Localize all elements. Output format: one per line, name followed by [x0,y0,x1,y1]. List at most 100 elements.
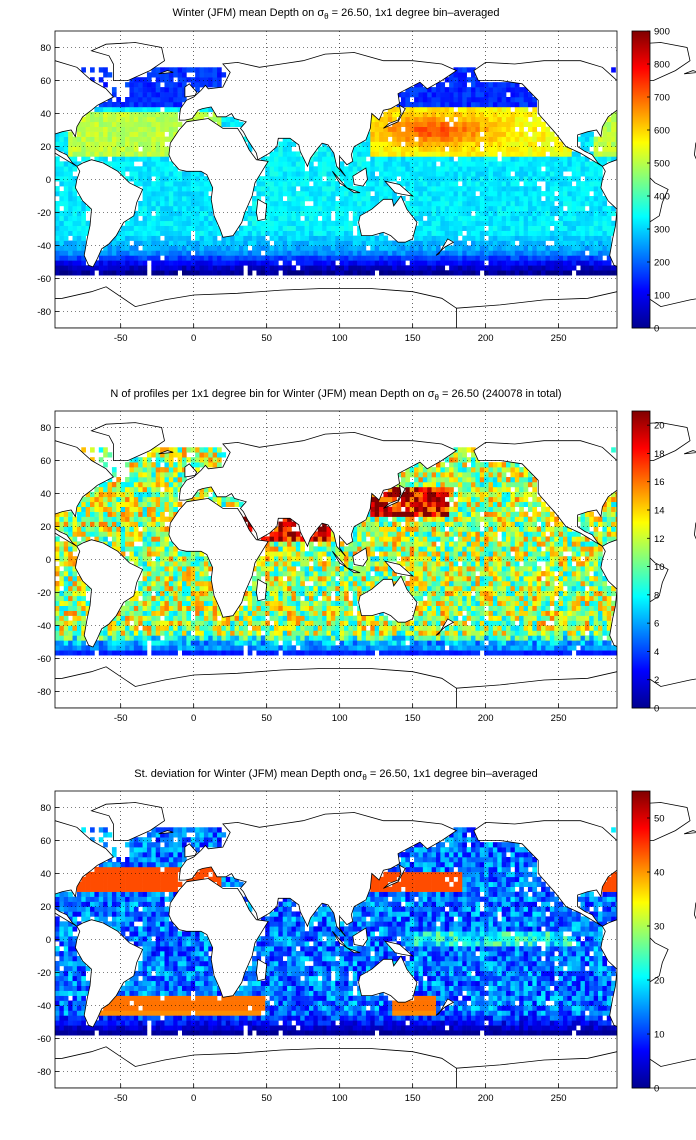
heat-cell [435,255,441,261]
heat-cell [164,245,170,251]
heat-cell [260,270,266,276]
heat-cell [295,615,301,621]
heat-cell [554,625,559,631]
heat-cell [208,230,213,236]
heat-cell [392,240,397,246]
heat-cell [217,650,222,656]
heat-cell [602,245,608,251]
heat-cell [532,141,538,147]
heat-cell [151,82,157,88]
heat-cell [497,620,502,626]
heat-cell [571,156,577,162]
heat-cell [545,131,551,137]
heat-cell [519,615,524,621]
heat-cell [571,235,577,241]
heat-cell [317,220,323,226]
heat-cell [107,255,113,261]
heat-cell [182,82,187,88]
heat-cell [471,625,476,631]
heat-cell [435,605,441,611]
heat-cell [396,106,402,113]
heat-cell [322,615,327,621]
heat-cell [449,200,454,207]
heat-cell [523,166,529,172]
heat-cell [151,151,157,157]
heat-cell [151,97,157,103]
heat-cell [418,87,424,93]
heat-cell [457,215,463,222]
heat-cell [225,260,231,266]
heat-cell [488,240,494,246]
heat-cell [392,270,397,276]
heat-cell [168,181,174,187]
heat-cell [155,116,161,123]
heat-cell [322,595,327,602]
colorbar [631,30,651,329]
heat-cell [151,87,157,93]
heat-cell [111,650,117,656]
heat-cell [160,131,165,137]
heat-cell [168,82,174,88]
heat-cell [85,146,91,152]
heat-cell [440,605,446,611]
heat-cell [501,650,507,656]
heat-cell [217,72,222,78]
heat-cell [90,270,95,276]
heat-cell [195,181,200,187]
heat-cell [440,255,446,261]
heat-cell [203,595,209,602]
heat-cell [365,200,371,207]
heat-cell [146,151,152,157]
heat-cell [519,166,524,172]
heat-cell [532,136,538,142]
heat-cell [427,166,432,172]
heat-cell [344,166,349,172]
heat-cell [155,186,161,192]
heat-cell [427,181,432,187]
heat-cell [431,161,437,167]
heat-cell [138,205,143,212]
heat-cell [527,92,533,98]
heat-cell [295,196,301,202]
heat-cell [541,220,546,226]
heat-cell [510,146,516,152]
heat-cell [326,650,332,656]
heat-cell [365,265,371,271]
heat-cell [449,615,454,621]
heat-cell [422,101,428,108]
heat-cell [449,205,454,212]
heat-cell [212,245,218,251]
heat-cell [492,650,498,656]
heat-cell [273,255,279,261]
heat-cell [243,635,248,641]
heat-cell [146,77,152,83]
heat-cell [418,640,424,646]
heat-cell [453,615,459,621]
heat-cell [164,82,170,88]
heat-cell [348,600,354,606]
heat-cell [138,250,143,256]
heat-cell [453,205,459,212]
heat-cell [396,635,402,641]
heat-cell [361,640,367,646]
heat-cell [212,625,218,631]
heat-cell [484,250,489,256]
heat-cell [466,131,472,137]
heat-cell [492,181,498,187]
heat-cell [59,270,65,276]
heat-cell [217,270,222,276]
heat-cell [313,595,319,602]
heat-cell [173,200,178,207]
heat-cell [418,600,424,606]
heat-cell [120,625,126,631]
heat-cell [348,615,354,621]
heat-cell [514,215,520,222]
heat-cell [168,186,174,192]
y-tick-label: 80 [40,43,51,54]
heat-cell [59,176,65,182]
heat-cell [510,97,516,103]
heat-cell [72,161,78,167]
heat-cell [278,240,284,246]
heat-cell [593,196,599,202]
heat-cell [488,82,494,88]
